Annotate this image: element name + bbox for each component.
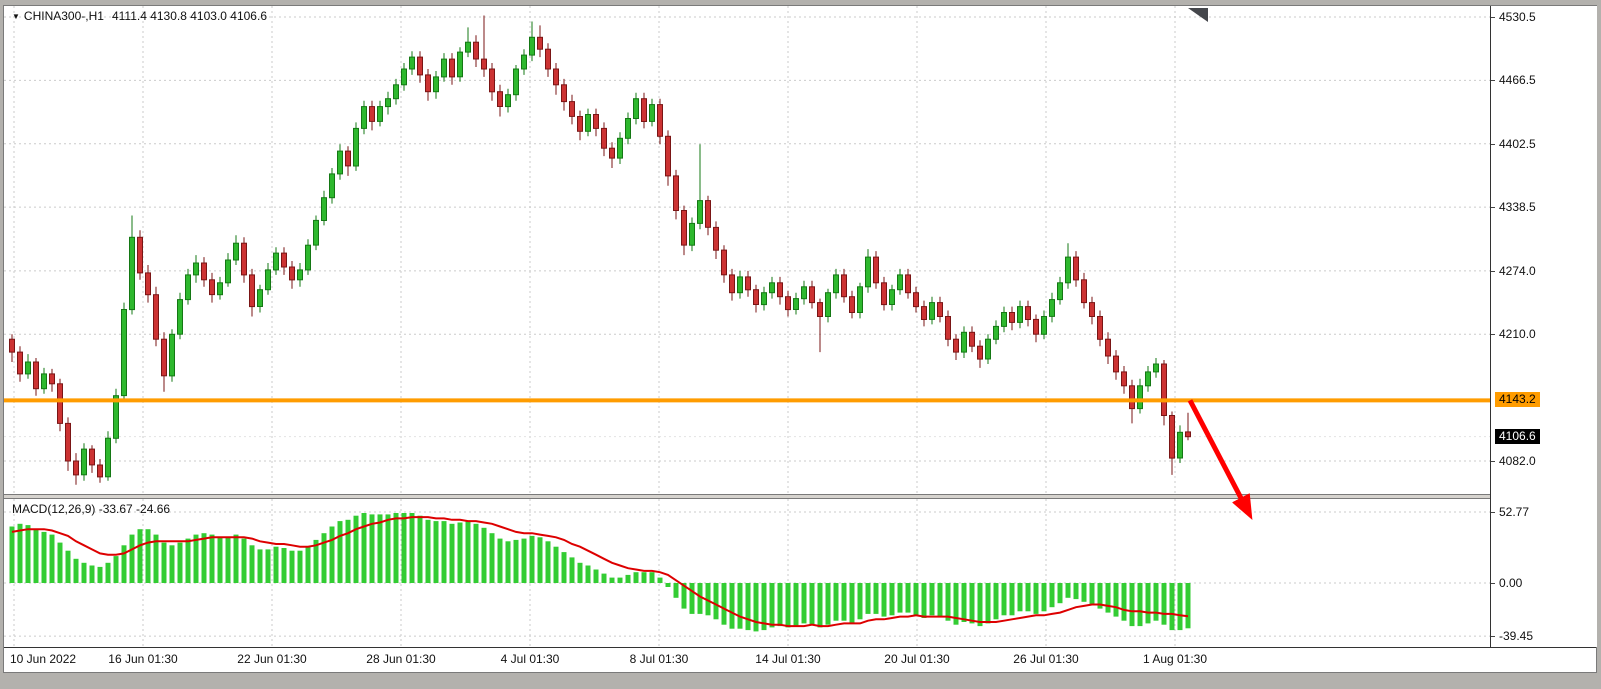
macd-indicator-label: MACD(12,26,9) -33.67 -24.66 <box>12 502 171 516</box>
time-axis-label: 20 Jul 01:30 <box>884 652 950 666</box>
candles <box>9 15 1191 485</box>
axis-tick <box>1491 143 1495 145</box>
axis-tick <box>1491 80 1495 82</box>
axis-tick <box>1491 511 1495 513</box>
price-tick-label: 4082.0 <box>1499 454 1536 468</box>
time-axis-label: 8 Jul 01:30 <box>629 652 689 666</box>
panel-separator[interactable] <box>4 494 1596 499</box>
axis-tick <box>1491 270 1495 272</box>
price-axis-divider <box>1490 6 1491 647</box>
chart-shift-marker[interactable] <box>1188 8 1208 22</box>
grid-lines <box>4 6 1490 494</box>
price-tick-label: 4210.0 <box>1499 327 1536 342</box>
time-axis-label: 4 Jul 01:30 <box>500 652 560 666</box>
macd-tick-label: 0.00 <box>1499 576 1523 590</box>
price-line-value-badge: 4143.2 <box>1495 392 1540 408</box>
time-axis-label: 1 Aug 01:30 <box>1142 652 1208 666</box>
time-axis[interactable]: 10 Jun 2022 16 Jun 01:30 22 Jun 01:30 28 Ju… <box>4 648 1490 672</box>
price-tick-label: 4466.5 <box>1499 73 1536 88</box>
axis-tick <box>1491 17 1495 18</box>
time-axis-divider <box>4 647 1596 648</box>
axis-tick <box>1491 334 1495 336</box>
macd-signal-line <box>11 516 1189 628</box>
chart-window: ▼ CHINA300-,H1 4111.4 4130.8 4103.0 4106.6… <box>3 5 1597 673</box>
candlestick-chart[interactable]: ▼ CHINA300-,H1 4111.4 4130.8 4103.0 4106.6 <box>4 6 1490 494</box>
macd-svg <box>4 499 1490 647</box>
price-tick-label: 4530.5 <box>1499 10 1536 24</box>
price-tick-label: 4402.5 <box>1499 136 1536 151</box>
axis-tick <box>1491 461 1495 462</box>
time-axis-label: 10 Jun 2022 <box>10 652 77 666</box>
symbol-header: ▼ CHINA300-,H1 4111.4 4130.8 4103.0 4106.6 <box>12 9 267 23</box>
ohlc-values: 4111.4 4130.8 4103.0 4106.6 <box>111 9 267 23</box>
price-axis[interactable]: 4530.5 4466.5 4402.5 4338.5 4274.0 4210.0 4082… <box>1491 6 1597 647</box>
time-axis-label: 14 Jul 01:30 <box>755 652 821 666</box>
symbol-timeframe-label: CHINA300-,H1 <box>23 9 104 23</box>
macd-panel[interactable]: MACD(12,26,9) -33.67 -24.66 <box>4 499 1490 647</box>
macd-tick-label: 52.77 <box>1499 504 1530 519</box>
price-tick-label: 4338.5 <box>1499 200 1536 215</box>
macd-histogram <box>9 513 1191 632</box>
price-tick-label: 4274.0 <box>1499 263 1536 278</box>
bid-price-badge: 4106.6 <box>1495 428 1540 444</box>
time-axis-label: 16 Jun 01:30 <box>108 652 178 666</box>
axis-tick <box>1491 207 1495 209</box>
symbol-dropdown-icon[interactable]: ▼ <box>12 12 20 21</box>
candlestick-svg <box>4 6 1490 494</box>
time-axis-label: 28 Jun 01:30 <box>366 652 436 666</box>
macd-tick-label: -39.45 <box>1499 629 1534 644</box>
time-axis-label: 22 Jun 01:30 <box>237 652 307 666</box>
axis-tick <box>1491 583 1495 584</box>
time-axis-label: 26 Jul 01:30 <box>1013 652 1079 666</box>
axis-tick <box>1491 636 1495 638</box>
